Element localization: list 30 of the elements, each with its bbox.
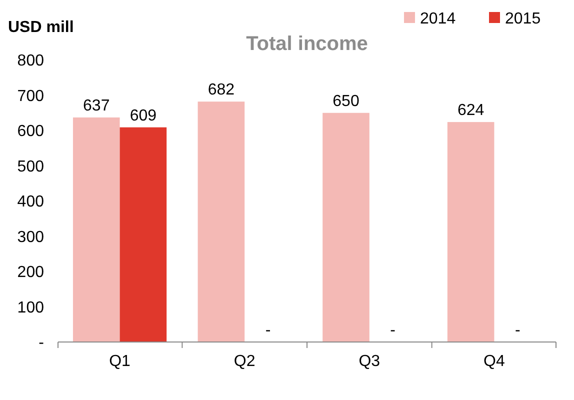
x-tick-label: Q1 — [109, 353, 131, 370]
y-tick-label: 500 — [17, 158, 44, 176]
x-tick-label: Q3 — [358, 353, 380, 370]
bar — [198, 102, 245, 342]
x-tick-label: Q2 — [234, 353, 256, 370]
text: - — [514, 322, 520, 339]
y-tick-label: 800 — [17, 52, 44, 70]
data-label: 650 — [332, 92, 360, 110]
chart-title: Total income — [246, 33, 368, 55]
legend-label: 2015 — [505, 10, 541, 28]
y-tick-label: 200 — [17, 264, 44, 282]
bar — [322, 112, 370, 342]
legend-label: 2014 — [420, 10, 456, 28]
data-label: 682 — [208, 82, 235, 99]
data-label: 637 — [83, 97, 110, 114]
y-tick-label: 100 — [17, 299, 44, 316]
y-axis-title: USD mill — [8, 19, 74, 36]
data-label: 609 — [130, 107, 157, 124]
y-tick-label: 600 — [17, 123, 44, 140]
y-tick-label: - — [38, 334, 44, 352]
text: - — [390, 322, 396, 339]
y-tick-label: 700 — [17, 88, 44, 105]
y-tick-label: 400 — [17, 194, 44, 211]
bar — [72, 117, 120, 342]
bar — [120, 127, 167, 342]
y-tick-label: 300 — [17, 228, 44, 246]
x-tick-label: Q4 — [484, 353, 505, 370]
data-label: 624 — [457, 102, 484, 120]
bar — [447, 122, 494, 342]
text: - — [265, 322, 271, 339]
